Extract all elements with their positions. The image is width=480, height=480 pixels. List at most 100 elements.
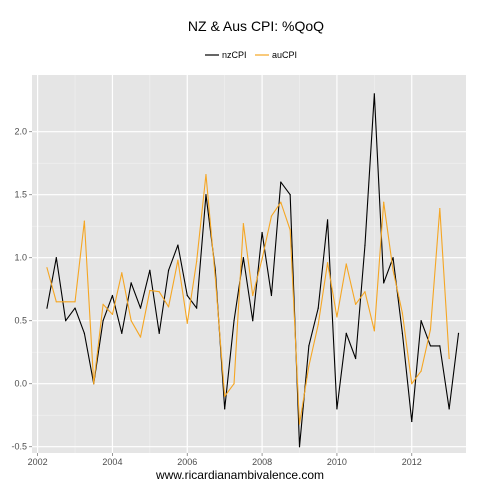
data-point-nzcpi [55,257,57,259]
data-point-nzcpi [401,332,403,334]
data-point-nzcpi [261,231,263,234]
legend-label-aucpi: auCPI [272,50,297,60]
data-point-nzcpi [308,345,310,347]
data-point-nzcpi [336,408,338,410]
data-point-nzcpi [130,282,132,284]
series-line-aucpi [46,173,450,425]
data-point-nzcpi [111,294,114,297]
data-point-aucpi [326,262,329,264]
y-tick-label: 2.0 [14,127,27,137]
data-point-nzcpi [457,332,460,334]
data-point-aucpi [93,383,95,385]
chart-title: NZ & Aus CPI: %QoQ [188,18,324,34]
data-point-aucpi [345,263,347,265]
data-point-aucpi [289,229,291,231]
data-point-nzcpi [65,320,67,322]
data-point-nzcpi [383,282,385,284]
data-point-aucpi [149,289,151,292]
data-point-aucpi [280,201,282,203]
data-point-aucpi [420,370,422,372]
x-tick-label: 2010 [327,457,347,467]
data-point-nzcpi [420,320,422,322]
data-point-aucpi [242,223,244,225]
x-tick-label: 2002 [28,457,48,467]
data-point-aucpi [205,173,207,176]
data-point-nzcpi [289,194,291,196]
data-point-aucpi [429,328,432,331]
data-point-nzcpi [139,307,142,309]
source-caption: www.ricardianambivalence.com [155,468,324,480]
data-point-nzcpi [373,93,375,95]
data-point-aucpi [65,301,67,303]
axis-ticks: -0.5 0.0 0.5 1.0 1.5 2.0 2002 2004 2006 2008 2010 2… [11,127,421,467]
data-point-aucpi [111,313,114,315]
data-point-nzcpi [448,408,450,410]
x-tick-label: 2004 [102,457,122,467]
data-point-nzcpi [233,320,235,322]
data-point-nzcpi [392,257,394,259]
y-tick-label: 0.5 [14,316,27,326]
data-point-aucpi [392,269,394,271]
data-point-aucpi [167,306,170,308]
data-point-nzcpi [74,307,76,309]
data-point-aucpi [373,330,375,332]
data-point-nzcpi [439,345,441,347]
data-point-nzcpi [364,244,366,246]
data-point-nzcpi [298,446,301,448]
x-tick-label: 2012 [402,457,422,467]
series-lines [46,93,460,448]
data-point-aucpi [308,365,310,367]
data-point-aucpi [448,357,450,360]
data-point-nzcpi [149,269,151,271]
data-point-nzcpi [270,294,273,297]
data-point-aucpi [383,201,385,203]
grid-lines [32,75,466,453]
data-point-nzcpi [355,357,357,360]
data-point-nzcpi [46,307,48,309]
data-point-aucpi [121,272,123,274]
data-point-aucpi [270,215,273,217]
data-point-nzcpi [345,332,347,334]
data-point-aucpi [130,320,132,322]
data-point-aucpi [55,301,57,303]
data-point-nzcpi [121,332,123,334]
data-point-aucpi [74,301,76,303]
data-point-nzcpi [205,194,207,196]
legend-label-nzcpi: nzCPI [222,50,247,60]
data-point-nzcpi [411,420,413,423]
data-point-nzcpi [177,244,179,246]
x-tick-label: 2008 [252,457,272,467]
data-point-aucpi [298,423,301,425]
data-point-aucpi [83,220,85,222]
data-point-aucpi [233,383,235,385]
data-point-aucpi [439,207,441,210]
data-point-aucpi [336,316,338,318]
data-point-nzcpi [196,307,198,309]
data-point-aucpi [401,312,403,314]
y-tick-label: -0.5 [11,442,27,452]
data-point-aucpi [186,322,188,324]
data-point-aucpi [214,277,216,279]
data-point-aucpi [158,291,160,293]
data-point-aucpi [139,336,142,338]
data-point-nzcpi [186,294,188,297]
data-point-nzcpi [102,320,104,322]
data-point-nzcpi [224,408,226,410]
data-point-aucpi [196,260,198,263]
data-point-aucpi [224,395,226,397]
data-point-aucpi [177,259,179,261]
data-point-aucpi [411,383,413,385]
data-point-nzcpi [429,345,432,347]
data-point-aucpi [252,294,254,297]
x-tick-label: 2006 [177,457,197,467]
data-point-nzcpi [167,269,170,271]
y-tick-label: 1.5 [14,190,27,200]
y-tick-label: 1.0 [14,253,27,263]
data-point-aucpi [355,303,357,305]
data-point-aucpi [364,291,366,293]
data-point-nzcpi [317,307,319,309]
data-point-aucpi [261,258,263,260]
legend: nzCPI auCPI [205,50,297,60]
data-point-aucpi [102,303,104,305]
